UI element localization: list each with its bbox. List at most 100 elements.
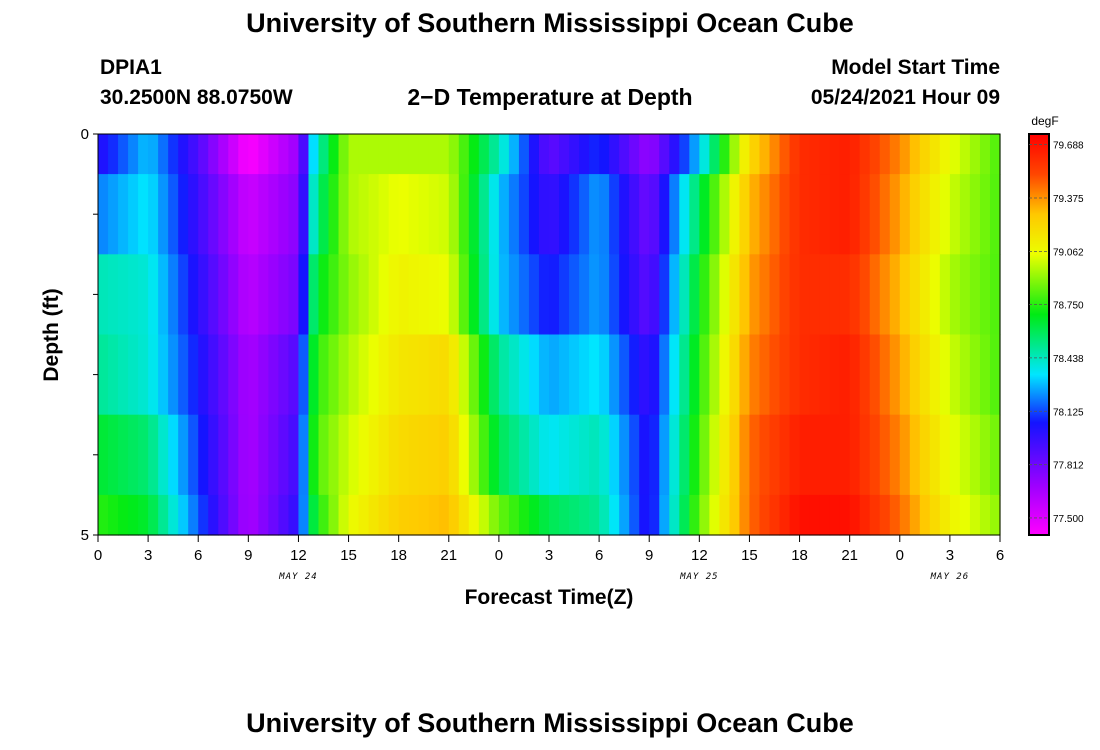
model-start-value: 05/24/2021 Hour 09 <box>810 86 1000 109</box>
heatmap-cell <box>569 174 580 255</box>
x-tick-label: 3 <box>946 547 954 564</box>
heatmap-cell <box>799 414 811 496</box>
heatmap-cell <box>258 414 269 496</box>
heatmap-cell <box>619 334 630 416</box>
heatmap-cell <box>919 134 931 175</box>
heatmap-cell <box>889 494 901 536</box>
heatmap-cell <box>138 134 149 175</box>
heatmap-cell <box>348 254 360 336</box>
heatmap-cell <box>639 334 650 416</box>
heatmap-cell <box>408 334 420 416</box>
heatmap-cell <box>438 414 450 496</box>
heatmap-cell <box>318 334 330 416</box>
heatmap-cell <box>619 414 630 496</box>
heatmap-cell <box>148 334 159 416</box>
heatmap-cell <box>939 334 951 416</box>
heatmap-cell <box>599 254 610 336</box>
heatmap-cell <box>699 494 710 536</box>
heatmap-cell <box>809 414 821 496</box>
heatmap-cell <box>759 334 771 416</box>
heatmap-cell <box>208 414 219 496</box>
main-title: University of Southern Mississippi Ocean… <box>246 8 854 38</box>
heatmap-cell <box>458 174 470 255</box>
heatmap-cell <box>428 334 440 416</box>
heatmap-cell <box>919 414 931 496</box>
heatmap-cell <box>248 134 259 175</box>
heatmap-cell <box>288 334 300 416</box>
heatmap-cell <box>488 494 500 536</box>
heatmap-cell <box>418 174 430 255</box>
heatmap-cell <box>949 254 961 336</box>
x-axis: 0 3 6 9 12 15 18 21 0 3 6 9 12 15 18 21 0 3 6 MAY 24 MAY 25 M… <box>94 535 1004 582</box>
heatmap-cell <box>779 134 791 175</box>
colorbar-tick-label: 79.375 <box>1053 194 1084 205</box>
heatmap-cell <box>148 494 159 536</box>
heatmap-cell <box>178 414 189 496</box>
heatmap-cell <box>829 414 841 496</box>
heatmap-cell <box>108 414 119 496</box>
heatmap-cell <box>328 174 340 255</box>
heatmap-cell <box>538 174 550 255</box>
heatmap-cell <box>979 334 991 416</box>
station-id: DPIA1 <box>100 56 162 79</box>
heatmap-cell <box>919 334 931 416</box>
heatmap-cell <box>979 414 991 496</box>
heatmap-cell <box>729 414 741 496</box>
heatmap-cell <box>518 334 530 416</box>
heatmap-cell <box>378 494 390 536</box>
heatmap-cell <box>749 254 761 336</box>
colorbar-tick-label: 79.062 <box>1053 247 1084 258</box>
heatmap-cell <box>939 134 951 175</box>
heatmap-cell <box>929 174 941 255</box>
heatmap-cell <box>829 334 841 416</box>
heatmap-cell <box>208 134 219 175</box>
heatmap-cell <box>599 174 610 255</box>
heatmap-cell <box>959 334 971 416</box>
y-axis-label: Depth (ft) <box>40 288 63 381</box>
heatmap-cell <box>919 254 931 336</box>
heatmap-cell <box>528 134 540 175</box>
heatmap-cell <box>388 334 400 416</box>
heatmap-cell <box>378 254 390 336</box>
heatmap-cell <box>178 174 189 255</box>
heatmap-cell <box>208 334 219 416</box>
heatmap-cell <box>518 494 530 536</box>
heatmap-cell <box>819 494 831 536</box>
heatmap-cell <box>218 414 229 496</box>
heatmap-cell <box>388 134 400 175</box>
heatmap-cell <box>909 254 921 336</box>
heatmap-cell <box>268 174 279 255</box>
heatmap-cell <box>148 174 159 255</box>
x-tick-label: 6 <box>194 547 202 564</box>
heatmap-cell <box>298 334 310 416</box>
heatmap-cell <box>829 254 841 336</box>
colorbar-unit: degF <box>1031 114 1058 128</box>
heatmap-cell <box>238 494 249 536</box>
heatmap-cell <box>358 494 370 536</box>
heatmap-cell <box>719 254 730 336</box>
heatmap-cell <box>128 174 139 255</box>
heatmap-cell <box>929 414 941 496</box>
heatmap-cell <box>228 334 239 416</box>
heatmap-cell <box>128 254 139 336</box>
heatmap-cell <box>789 414 801 496</box>
heatmap-cell <box>108 494 119 536</box>
colorbar-tick-label: 78.438 <box>1053 354 1084 365</box>
heatmap-cell <box>418 334 430 416</box>
heatmap-cell <box>138 494 149 536</box>
heatmap-cell <box>629 334 640 416</box>
heatmap-cell <box>759 494 771 536</box>
heatmap-cell <box>278 174 290 255</box>
heatmap-cell <box>458 334 470 416</box>
heatmap-cell <box>538 414 550 496</box>
heatmap-cell <box>98 414 109 496</box>
heatmap-cell <box>98 174 109 255</box>
heatmap-cell <box>298 494 310 536</box>
heatmap-cell <box>879 174 891 255</box>
heatmap-cell <box>478 414 490 496</box>
heatmap-cell <box>338 414 350 496</box>
heatmap-cell <box>749 414 761 496</box>
heatmap-cell <box>739 254 751 336</box>
heatmap-cell <box>669 134 680 175</box>
heatmap-cell <box>188 254 199 336</box>
